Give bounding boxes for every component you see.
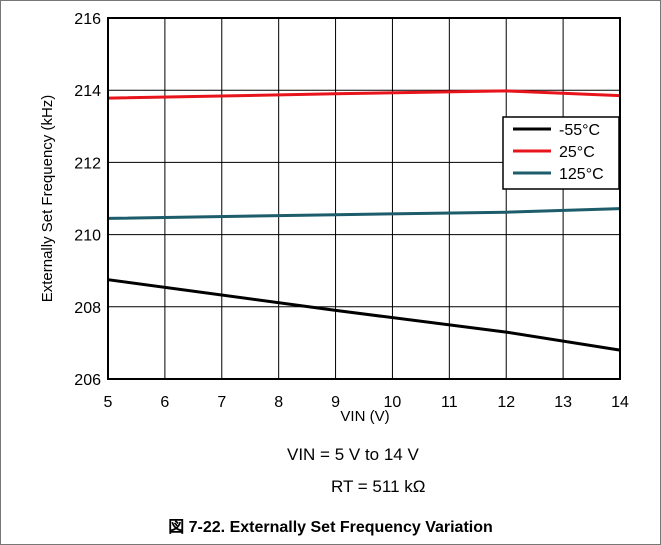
x-tick-label: 12 bbox=[497, 394, 515, 411]
x-tick-label: 7 bbox=[217, 394, 226, 411]
x-tick-label: 5 bbox=[104, 394, 113, 411]
x-tick-label: 13 bbox=[554, 394, 572, 411]
x-tick-label: 14 bbox=[611, 394, 629, 411]
legend-label: 25°C bbox=[559, 144, 595, 161]
series-line--55°C bbox=[107, 278, 621, 352]
chart: 5 6 7 8 9 10 11 12 13 14 206 208 210 212 214 216 VIN (… bbox=[39, 11, 629, 425]
plot-area bbox=[107, 17, 621, 380]
y-tick-label: 208 bbox=[74, 300, 101, 317]
legend-label: -55°C bbox=[559, 122, 600, 139]
x-tick-label: 8 bbox=[274, 394, 283, 411]
figure-caption: 図 7-22. Externally Set Frequency Variati… bbox=[168, 519, 493, 536]
y-axis-label: Externally Set Frequency (kHz) bbox=[39, 95, 56, 303]
legend-label: 125°C bbox=[559, 166, 604, 183]
series-lines bbox=[107, 89, 621, 352]
series-line-25°C bbox=[107, 89, 621, 100]
y-tick-label: 212 bbox=[74, 155, 101, 172]
legend: -55°C 25°C 125°C bbox=[502, 116, 620, 190]
x-axis-label: VIN (V) bbox=[340, 408, 389, 425]
y-tick-labels: 206 208 210 212 214 216 bbox=[74, 11, 101, 389]
x-tick-label: 11 bbox=[441, 394, 458, 411]
y-tick-label: 214 bbox=[74, 83, 101, 100]
condition-vin: VIN = 5 V to 14 V bbox=[287, 445, 419, 464]
x-tick-label: 9 bbox=[331, 394, 340, 411]
grid bbox=[107, 17, 621, 380]
y-tick-label: 216 bbox=[74, 11, 101, 28]
y-tick-label: 206 bbox=[74, 372, 101, 389]
x-tick-labels: 5 6 7 8 9 10 11 12 13 14 bbox=[104, 394, 629, 411]
condition-rt: RT = 511 kΩ bbox=[331, 477, 426, 496]
y-tick-label: 210 bbox=[74, 228, 101, 245]
x-tick-label: 6 bbox=[160, 394, 169, 411]
x-tick-label: 10 bbox=[384, 394, 402, 411]
series-line-125°C bbox=[107, 207, 621, 220]
